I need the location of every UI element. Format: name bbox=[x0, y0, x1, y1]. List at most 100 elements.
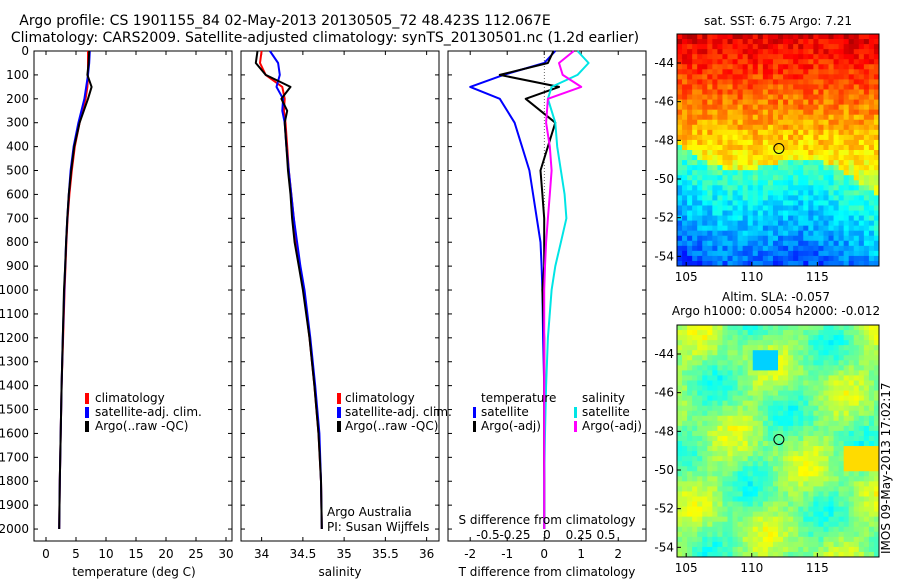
heatmap-cell bbox=[702, 180, 708, 186]
heatmap-cell bbox=[682, 395, 688, 402]
heatmap-cell bbox=[747, 240, 754, 247]
heatmap-cell bbox=[868, 240, 875, 247]
heatmap-cell bbox=[747, 415, 754, 422]
heatmap-cell bbox=[772, 466, 779, 472]
heatmap-cell bbox=[873, 129, 880, 136]
heatmap-cell bbox=[742, 476, 749, 482]
heatmap-cell bbox=[752, 526, 759, 533]
heatmap-cell bbox=[868, 205, 875, 211]
heatmap-cell bbox=[843, 551, 850, 558]
heatmap-cell bbox=[677, 240, 683, 247]
heatmap-cell bbox=[752, 501, 759, 507]
heatmap-cell bbox=[687, 385, 693, 391]
heatmap-cell bbox=[818, 215, 824, 222]
heatmap-cell bbox=[752, 395, 759, 402]
heatmap-cell bbox=[788, 536, 794, 543]
heatmap-cell bbox=[677, 521, 683, 528]
heatmap-cell bbox=[772, 385, 779, 391]
heatmap-cell bbox=[757, 260, 764, 267]
depth-tick-labels: 0100200300400500600700800900100011001200… bbox=[0, 44, 646, 536]
heatmap-cell bbox=[868, 541, 875, 548]
heatmap-cell bbox=[732, 491, 738, 497]
heatmap-cell bbox=[762, 54, 769, 60]
heatmap-cell bbox=[702, 150, 708, 156]
heatmap-cell bbox=[848, 380, 855, 386]
heatmap-cell bbox=[843, 365, 850, 371]
heatmap-cell bbox=[788, 395, 794, 402]
heatmap-cell bbox=[823, 124, 829, 131]
heatmap-cell bbox=[727, 355, 733, 361]
heatmap-cell bbox=[788, 104, 794, 111]
heatmap-cell bbox=[838, 441, 845, 447]
heatmap-cell bbox=[788, 365, 794, 371]
heatmap-cell bbox=[727, 134, 733, 141]
heatmap-cell bbox=[702, 74, 708, 80]
heatmap-cell bbox=[732, 425, 738, 432]
heatmap-cell bbox=[848, 210, 855, 216]
heatmap-cell bbox=[742, 109, 749, 116]
heatmap-cell bbox=[687, 466, 693, 472]
heatmap-cell bbox=[858, 486, 865, 492]
heatmap-cell bbox=[783, 215, 789, 222]
heatmap-cell bbox=[873, 451, 880, 457]
heatmap-cell bbox=[823, 395, 829, 402]
heatmap-cell bbox=[818, 466, 824, 472]
heatmap-cell bbox=[677, 220, 683, 227]
heatmap-cell bbox=[803, 496, 809, 502]
heatmap-cell bbox=[788, 420, 794, 427]
heatmap-cell bbox=[873, 64, 880, 70]
heatmap-cell bbox=[783, 486, 789, 492]
heatmap-cell bbox=[813, 185, 819, 191]
heatmap-cell bbox=[697, 551, 703, 558]
heatmap-cell bbox=[783, 44, 789, 50]
heatmap-cell bbox=[793, 496, 799, 502]
heatmap-cell bbox=[687, 160, 693, 166]
heatmap-cell bbox=[863, 476, 870, 482]
heatmap-cell bbox=[712, 54, 718, 60]
heatmap-cell bbox=[727, 526, 733, 533]
heatmap-cell bbox=[858, 350, 865, 356]
heatmap-cell bbox=[722, 79, 728, 85]
heatmap-cell bbox=[833, 119, 839, 126]
heatmap-cell bbox=[868, 104, 875, 111]
heatmap-cell bbox=[697, 260, 703, 267]
heatmap-cell bbox=[727, 491, 733, 497]
heatmap-cell bbox=[697, 84, 703, 90]
heatmap-cell bbox=[853, 380, 860, 386]
heatmap-cell bbox=[833, 350, 839, 356]
heatmap-cell bbox=[732, 496, 738, 502]
heatmap-cell bbox=[833, 415, 839, 422]
heatmap-cell bbox=[823, 476, 829, 482]
heatmap-cell bbox=[843, 129, 850, 136]
heatmap-cell bbox=[833, 365, 839, 371]
heatmap-cell bbox=[788, 405, 794, 412]
heatmap-cell bbox=[823, 360, 829, 366]
legend-swatch-t-satellite bbox=[473, 407, 476, 418]
heatmap-cell bbox=[813, 200, 819, 206]
heatmap-cell bbox=[737, 144, 744, 151]
heatmap-cell bbox=[732, 79, 738, 85]
heatmap-cell bbox=[813, 255, 819, 262]
heatmap-cell bbox=[823, 39, 829, 45]
heatmap-cell bbox=[848, 190, 855, 196]
heatmap-cell bbox=[747, 481, 754, 487]
heatmap-cell bbox=[707, 526, 713, 533]
heatmap-cell bbox=[868, 410, 875, 417]
heatmap-cell bbox=[838, 430, 845, 437]
heatmap-cell bbox=[682, 435, 688, 442]
heatmap-cell bbox=[727, 551, 733, 558]
heatmap-cell bbox=[752, 165, 759, 171]
heatmap-cell bbox=[803, 255, 809, 262]
heatmap-cell bbox=[747, 225, 754, 232]
heatmap-cell bbox=[727, 385, 733, 391]
heatmap-cell bbox=[778, 139, 784, 146]
heatmap-cell bbox=[732, 335, 738, 341]
heatmap-cell bbox=[833, 250, 839, 257]
heatmap-cell bbox=[853, 375, 860, 381]
heatmap-cell bbox=[682, 160, 688, 166]
heatmap-cell bbox=[793, 511, 799, 518]
heatmap-cell bbox=[677, 94, 683, 100]
heatmap-cell bbox=[868, 260, 875, 267]
heatmap-cell bbox=[737, 134, 744, 141]
heatmap-cell bbox=[808, 360, 814, 366]
